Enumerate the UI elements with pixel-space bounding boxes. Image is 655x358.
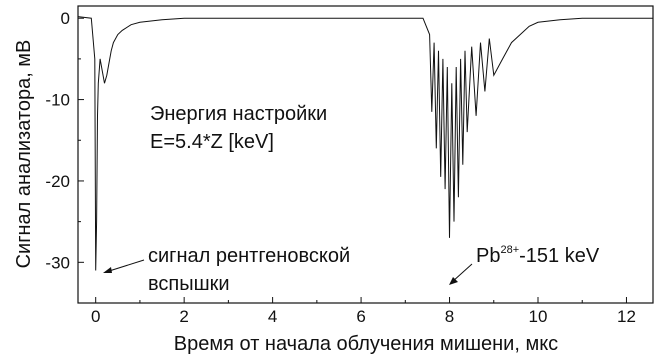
x-axis-ticks: 0 2 4 6 8 10 12 [91, 297, 636, 326]
annotation-pb-ion-charge: 28+ [500, 244, 519, 256]
y-tick-label: -10 [45, 91, 70, 110]
x-tick-label: 12 [617, 307, 636, 326]
annotation-xray-flash-arrowhead [103, 267, 112, 273]
annotation-xray-flash-line1: сигнал рентгеновской [148, 245, 350, 267]
x-tick-label: 0 [91, 307, 100, 326]
x-tick-label: 2 [179, 307, 188, 326]
x-tick-label: 6 [356, 307, 365, 326]
annotation-xray-flash-arrow [106, 260, 144, 272]
annotation-xray-flash-line2: вспышки [148, 273, 230, 295]
annotation-tuning-energy-line1: Энергия настройки [150, 103, 327, 125]
annotation-pb-ion: Pb28+-151 keV [476, 244, 600, 267]
annotation-tuning-energy-line2: E=5.4*Z [keV] [150, 131, 274, 153]
annotation-pb-ion-base: Pb [476, 245, 500, 267]
x-tick-label: 8 [445, 307, 454, 326]
y-tick-label: -20 [45, 172, 70, 191]
x-tick-label: 4 [268, 307, 277, 326]
x-tick-label: 10 [529, 307, 548, 326]
y-tick-label: 0 [61, 9, 70, 28]
y-tick-label: -30 [45, 253, 70, 272]
annotation-pb-ion-energy: -151 keV [519, 245, 600, 267]
x-axis-title: Время от начала облучения мишени, мкс [174, 333, 558, 355]
y-axis-title: Сигнал анализатора, мВ [13, 40, 35, 269]
